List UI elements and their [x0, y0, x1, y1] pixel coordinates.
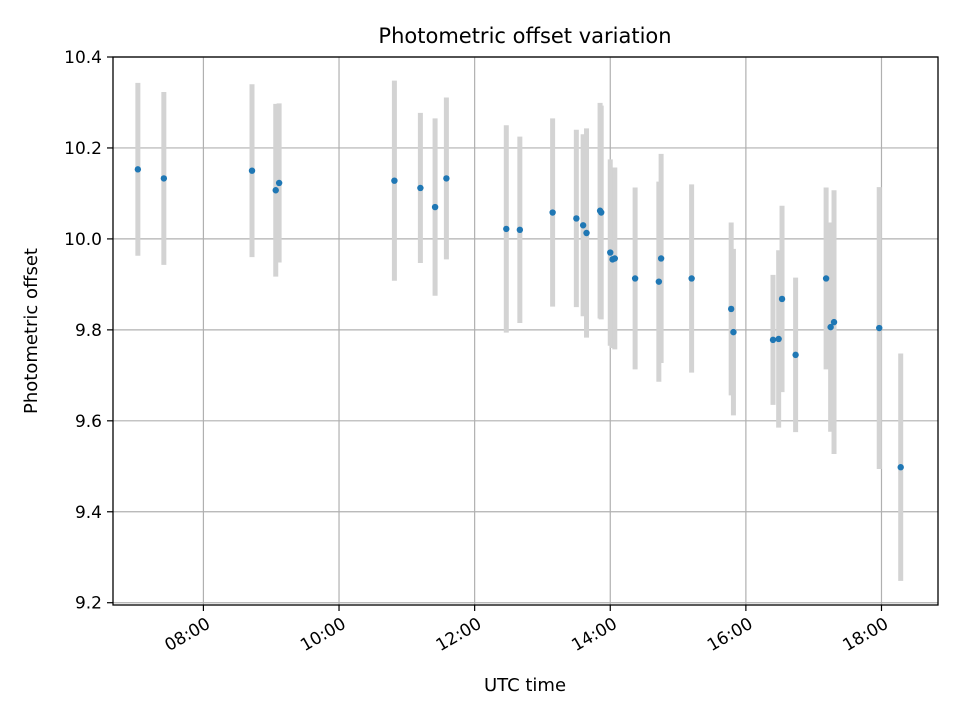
y-tick-label: 10.4 [64, 48, 102, 68]
data-point [160, 175, 168, 182]
data-point [655, 278, 663, 285]
plot-frame [112, 56, 939, 606]
data-point [769, 336, 777, 344]
y-tick-label: 9.6 [75, 412, 102, 432]
data-point [583, 229, 590, 237]
x-axis-label: UTC time [484, 675, 566, 696]
y-axis-label: Photometric offset [21, 248, 42, 414]
data-point [727, 305, 735, 313]
data-point [417, 184, 424, 192]
y-tick-label: 9.2 [75, 594, 102, 614]
data-point [248, 167, 256, 174]
data-point [607, 249, 614, 256]
data-points [134, 166, 904, 471]
data-point [778, 295, 786, 303]
data-point [516, 226, 524, 234]
data-point [134, 166, 142, 173]
y-tick-label: 10.2 [64, 139, 102, 159]
data-point [431, 203, 439, 211]
y-tick-label: 9.4 [75, 503, 102, 523]
chart-title: Photometric offset variation [378, 24, 671, 48]
data-point [657, 255, 665, 262]
data-point [391, 177, 398, 184]
data-point [897, 464, 904, 471]
data-point [443, 175, 450, 182]
data-point [598, 209, 605, 216]
data-point [573, 215, 580, 222]
data-point [631, 275, 639, 282]
data-point [792, 351, 799, 359]
data-point [688, 275, 695, 282]
data-point [775, 335, 782, 343]
data-point [822, 275, 830, 282]
data-point [579, 222, 587, 229]
y-tick-label: 9.8 [75, 321, 102, 341]
data-point [827, 323, 834, 331]
data-point [275, 179, 283, 187]
data-point [876, 324, 883, 332]
y-tick-label: 10.0 [64, 230, 102, 250]
data-point [549, 209, 556, 216]
data-point [503, 225, 510, 233]
data-point [730, 328, 737, 336]
data-point [611, 255, 618, 262]
data-point [272, 187, 279, 194]
data-point [830, 318, 838, 326]
